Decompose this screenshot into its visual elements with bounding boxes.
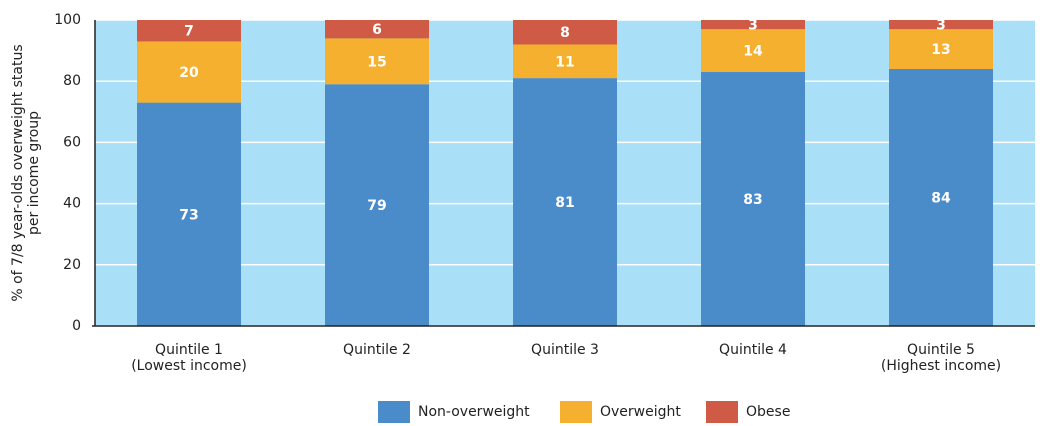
- bar-segment: [889, 20, 993, 30]
- bar-segment: [513, 20, 617, 45]
- value-label: 13: [931, 42, 950, 58]
- x-tick-label: Quintile 3: [531, 342, 599, 358]
- value-label: 8: [560, 25, 570, 41]
- x-tick-label: Quintile 1: [155, 342, 223, 358]
- bar-segment: [513, 44, 617, 79]
- bar-segment: [137, 41, 241, 103]
- value-label: 7: [184, 24, 194, 40]
- y-axis-label: % of 7/8 year-olds overweight status: [10, 44, 26, 301]
- bar-segment: [513, 78, 617, 326]
- y-tick-label: 80: [63, 73, 81, 89]
- bar-segment: [889, 68, 993, 327]
- value-label: 73: [179, 207, 198, 223]
- bar-segment: [701, 20, 805, 30]
- y-tick-label: 60: [63, 134, 81, 150]
- value-label: 14: [743, 44, 763, 60]
- value-label: 3: [936, 18, 946, 34]
- value-label: 83: [743, 192, 762, 208]
- value-label: 15: [367, 54, 386, 70]
- legend-swatch: [560, 401, 592, 423]
- x-tick-label: Quintile 2: [343, 342, 411, 358]
- y-axis-label: per income group: [26, 111, 42, 235]
- value-label: 20: [179, 65, 199, 81]
- x-tick-label: Quintile 5: [907, 342, 975, 358]
- value-label: 11: [555, 54, 574, 70]
- legend-swatch: [706, 401, 738, 423]
- y-tick-label: 40: [63, 196, 81, 212]
- bar-segment: [701, 29, 805, 73]
- x-tick-label: (Highest income): [881, 358, 1001, 374]
- bar-segment: [137, 20, 241, 42]
- bar-segment: [889, 29, 993, 69]
- bar-segment: [325, 84, 429, 326]
- legend-label: Obese: [746, 404, 790, 420]
- x-tick-label: (Lowest income): [131, 358, 247, 374]
- bar-segment: [701, 72, 805, 327]
- value-label: 3: [748, 18, 758, 34]
- bar-segment: [325, 20, 429, 39]
- y-tick-label: 100: [54, 12, 81, 28]
- value-label: 81: [555, 195, 574, 211]
- value-label: 6: [372, 22, 382, 38]
- bar-segment: [325, 38, 429, 85]
- y-tick-label: 0: [72, 318, 81, 334]
- value-label: 79: [367, 198, 386, 214]
- y-tick-label: 20: [63, 257, 81, 273]
- legend-label: Non-overweight: [418, 404, 530, 420]
- legend-swatch: [378, 401, 410, 423]
- bar-segment: [137, 102, 241, 327]
- value-label: 84: [931, 190, 951, 206]
- legend-label: Overweight: [600, 404, 681, 420]
- x-tick-label: Quintile 4: [719, 342, 787, 358]
